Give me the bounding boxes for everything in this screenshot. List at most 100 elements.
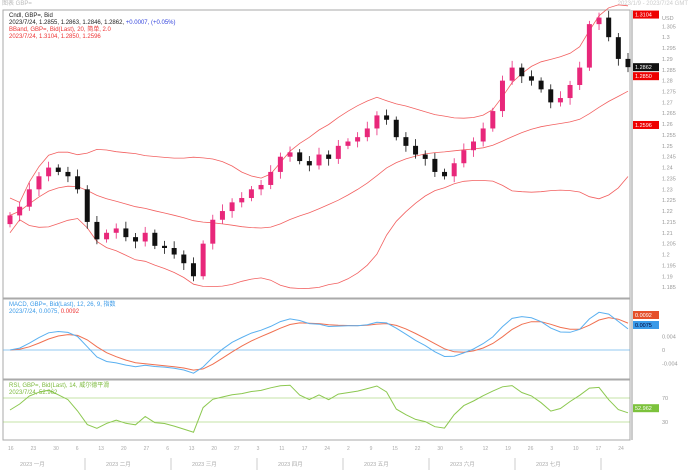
day-tick-label: 30 <box>437 446 443 452</box>
day-tick-label: 17 <box>596 446 602 452</box>
rsi-tick-label: 70 <box>662 396 668 402</box>
candle-up <box>499 80 505 112</box>
price-tick-label: 1.28 <box>662 79 673 85</box>
rsi-panel <box>2 379 631 441</box>
candle-down <box>548 89 554 103</box>
price-tick-label: 1.23 <box>662 187 673 193</box>
candle-values: 2023/7/24, 1.2855, 1.2863, 1.2846, 1.286… <box>9 20 125 26</box>
candle-up <box>461 150 467 164</box>
rsi-legend-title: RSI, GBP=, Bid(Last), 14, 威尔德平滑 <box>9 383 110 389</box>
day-tick-label: 27 <box>234 446 240 452</box>
day-tick-label: 27 <box>144 446 150 452</box>
day-tick-label: 30 <box>53 446 59 452</box>
candle-up <box>17 206 23 216</box>
candle-down <box>55 167 61 172</box>
candle-down <box>84 189 90 222</box>
candle-legend-title: Cndl, GBP=, Bid <box>9 13 53 19</box>
month-label: 2023 四月 <box>278 461 303 468</box>
price-tick-label: 1.265 <box>662 111 676 117</box>
candle-down <box>528 76 534 81</box>
price-tick-label: 1.2 <box>662 253 670 259</box>
candle-down <box>75 176 81 190</box>
day-tick-label: 19 <box>505 446 511 452</box>
candle-down <box>65 171 71 177</box>
badge-upper: 1.3104 <box>635 13 652 19</box>
price-tick-label: 1.24 <box>662 166 673 172</box>
day-tick-label: 15 <box>392 446 398 452</box>
day-tick-label: 13 <box>189 446 195 452</box>
candle-up <box>364 128 370 138</box>
candle-down <box>326 154 332 159</box>
badge-upper-bg <box>633 10 659 19</box>
badge-macd-signal-bg <box>633 311 659 319</box>
candle-change: +0.0007, (+0.05%) <box>125 20 176 26</box>
candle-up <box>248 189 254 199</box>
day-tick-label: 11 <box>279 446 284 452</box>
candle-up <box>104 232 110 240</box>
price-tick-label: 1.27 <box>662 100 673 106</box>
candle-up <box>355 137 361 142</box>
price-tick-label: 1.25 <box>662 144 673 150</box>
candle-up <box>239 198 245 203</box>
badge-mid-bg <box>633 72 659 81</box>
badge-rsi: 52.962 <box>635 406 652 412</box>
badge-rsi-bg <box>633 404 659 413</box>
macd-tick-label: 0 <box>662 348 665 354</box>
currency-label: USD <box>662 16 674 22</box>
candle-down <box>615 37 621 59</box>
price-tick-label: 1.215 <box>662 220 676 226</box>
candle-up <box>451 163 457 177</box>
candle-down <box>181 254 187 264</box>
candle-up <box>113 228 119 233</box>
bband-middle-line <box>9 90 629 229</box>
month-label: 2023 三月 <box>192 461 217 468</box>
price-tick-label: 1.3 <box>662 35 670 41</box>
candle-down <box>393 119 399 138</box>
price-tick-label: 1.19 <box>662 274 673 280</box>
candle-up <box>46 167 52 177</box>
month-label: 2023 七月 <box>536 460 561 468</box>
candle-up <box>268 171 274 185</box>
candle-up <box>586 24 592 68</box>
day-tick-label: 20 <box>211 446 217 452</box>
day-tick-label: 26 <box>528 446 534 452</box>
badge-macd-signal: 0.0092 <box>635 313 652 319</box>
badge-mid: 1.2850 <box>635 74 652 80</box>
macd-legend-values: 2023/7/24, 0.0075, 0.0092 <box>9 309 79 316</box>
price-tick-label: 1.275 <box>662 90 676 96</box>
day-tick-label: 16 <box>8 446 14 452</box>
candle-down <box>519 67 525 77</box>
price-tick-label: 1.21 <box>662 231 673 237</box>
day-tick-label: 12 <box>483 446 489 452</box>
macd-value: 2023/7/24, 0.0075, <box>9 309 60 315</box>
price-tick-label: 1.295 <box>662 46 676 52</box>
price-tick-label: 1.29 <box>662 57 673 63</box>
day-tick-label: 6 <box>166 446 169 452</box>
price-tick-label: 1.22 <box>662 209 673 215</box>
day-tick-label: 9 <box>370 446 373 452</box>
day-tick-label: 17 <box>302 446 308 452</box>
price-tick-label: 1.235 <box>662 176 676 182</box>
candle-down <box>94 221 100 240</box>
macd-panel <box>2 298 631 380</box>
candle-up <box>374 115 380 129</box>
price-tick-label: 1.26 <box>662 122 673 128</box>
candle-down <box>442 171 448 177</box>
candle-up <box>210 219 216 244</box>
price-tick-label: 1.245 <box>662 155 676 161</box>
day-tick-label: 3 <box>257 446 260 452</box>
bband-legend-values: 2023/7/24, 1.3104, 1.2850, 1.2596 <box>9 34 101 40</box>
day-tick-label: 5 <box>460 446 463 452</box>
candle-down <box>413 145 419 155</box>
candle-up <box>567 84 573 99</box>
day-tick-label: 13 <box>98 446 104 452</box>
badge-last: 1.2862 <box>635 65 652 71</box>
macd-signal-value: 0.0092 <box>60 309 80 315</box>
candle-down <box>190 263 196 277</box>
candle-up <box>316 154 322 166</box>
day-tick-label: 10 <box>573 446 579 452</box>
badge-lower: 1.2596 <box>635 123 652 129</box>
candle-up <box>287 152 293 157</box>
candle-down <box>123 228 129 238</box>
